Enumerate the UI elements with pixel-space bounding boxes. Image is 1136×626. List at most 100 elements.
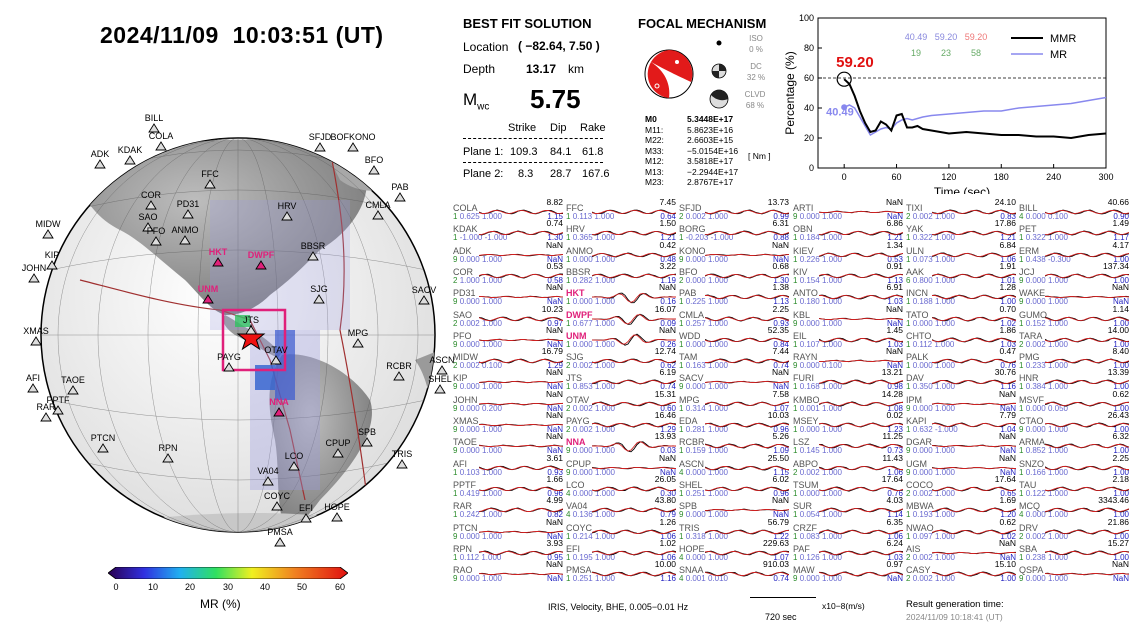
waveform-cell[interactable]: PMG 8.40 1 0.233 1.000 1.00 <box>1019 346 1129 373</box>
waveform-cell[interactable]: ABPO 11.43 2 0.002 1.000 1.06 <box>793 453 903 480</box>
station-triangle-icon[interactable] <box>347 142 359 152</box>
waveform-cell[interactable]: PFO NaN 9 0.000 1.000 NaN <box>453 325 563 352</box>
waveform-cell[interactable]: TARA 14.00 2 0.002 1.000 1.00 <box>1019 325 1129 352</box>
waveform-cell[interactable]: QSPA NaN 9 0.000 1.000 NaN <box>1019 559 1129 586</box>
waveform-cell[interactable]: HNR 13.39 1 0.384 1.000 1.00 <box>1019 367 1129 394</box>
waveform-cell[interactable]: CHTO 1.86 1 0.112 1.000 1.03 <box>906 325 1016 352</box>
waveform-cell[interactable]: TRIS 56.79 1 0.318 1.000 1.22 <box>679 517 789 544</box>
station-triangle-icon[interactable] <box>271 501 283 511</box>
waveform-cell[interactable]: COYC 1.26 1 0.214 1.000 1.06 <box>566 517 676 544</box>
station-triangle-icon[interactable] <box>204 179 216 189</box>
waveform-cell[interactable]: CMLA 2.25 1 0.257 1.000 0.93 <box>679 304 789 331</box>
station-triangle-icon[interactable] <box>46 260 58 270</box>
station-triangle-icon[interactable] <box>145 200 157 210</box>
station-triangle-icon[interactable] <box>434 384 446 394</box>
waveform-cell[interactable]: MSEY 0.02 1 0.000 1.000 1.23 <box>793 410 903 437</box>
waveform-cell[interactable]: HRV 1.50 1 0.365 1.000 1.21 <box>566 218 676 245</box>
station-triangle-icon[interactable] <box>368 165 380 175</box>
waveform-cell[interactable]: PD31 NaN 9 0.000 1.000 NaN <box>453 282 563 309</box>
station-triangle-icon[interactable] <box>155 141 167 151</box>
waveform-cell[interactable]: EDA 10.03 1 0.281 1.000 0.96 <box>679 410 789 437</box>
waveform-cell[interactable]: COCO 17.64 2 0.002 1.000 0.65 <box>906 474 1016 501</box>
station-triangle-icon[interactable] <box>307 251 319 261</box>
waveform-cell[interactable]: DAV 30.76 1 0.350 1.000 1.16 <box>906 367 1016 394</box>
station-triangle-icon[interactable] <box>281 211 293 221</box>
waveform-cell[interactable]: ANMO 0.42 1 0.000 1.000 0.48 <box>566 240 676 267</box>
waveform-cell[interactable]: ANTO 6.91 1 0.180 1.000 1.03 <box>793 282 903 309</box>
waveform-cell[interactable]: RAYN NaN 9 0.000 0.100 NaN <box>793 346 903 373</box>
waveform-cell[interactable]: SNZO 2.25 1 0.166 1.000 1.00 <box>1019 453 1129 480</box>
waveform-cell[interactable]: GUMO 1.14 1 0.152 1.000 1.00 <box>1019 304 1129 331</box>
waveform-cell[interactable]: KBL NaN 9 0.000 1.000 NaN <box>793 304 903 331</box>
waveform-cell[interactable]: LCO 26.05 4 0.000 1.000 0.30 <box>566 474 676 501</box>
waveform-cell[interactable]: TAM 7.44 1 0.163 1.000 0.74 <box>679 346 789 373</box>
station-triangle-icon[interactable] <box>314 142 326 152</box>
station-triangle-icon[interactable] <box>394 192 406 202</box>
waveform-cell[interactable]: RPN 3.93 1 0.112 1.000 0.95 <box>453 538 563 565</box>
station-triangle-icon[interactable] <box>30 336 42 346</box>
waveform-cell[interactable]: BFO 0.68 2 0.000 1.000 1.30 <box>679 261 789 288</box>
waveform-cell[interactable]: COR 0.53 2 1.000 1.000 0.58 <box>453 261 563 288</box>
waveform-cell[interactable]: TATO 0.70 1 0.000 1.000 1.02 <box>906 304 1016 331</box>
waveform-cell[interactable]: WAKE NaN 9 0.000 1.000 NaN <box>1019 282 1129 309</box>
station-triangle-icon[interactable] <box>372 210 384 220</box>
station-triangle-icon[interactable] <box>270 355 282 365</box>
waveform-cell[interactable]: ULN 6.84 1 0.073 1.000 1.06 <box>906 240 1016 267</box>
waveform-cell[interactable]: YAK 17.86 1 0.322 1.000 1.21 <box>906 218 1016 245</box>
waveform-cell[interactable]: TAU 2.18 1 0.122 1.000 1.00 <box>1019 474 1129 501</box>
waveform-cell[interactable]: HOPE 229.63 4 0.000 1.000 1.07 <box>679 538 789 565</box>
waveform-cell[interactable]: SHEL 6.02 1 0.251 1.000 0.96 <box>679 474 789 501</box>
globe-map[interactable]: BILL COLA ADK KDAK SFJD BOFKONO BFO FFC COR PD31 S… <box>20 80 460 560</box>
waveform-cell[interactable]: FFC 7.45 1 0.113 1.000 0.64 <box>566 197 676 224</box>
station-triangle-icon[interactable] <box>273 407 285 417</box>
waveform-cell[interactable]: CRZF 6.35 1 0.083 1.000 1.06 <box>793 517 903 544</box>
waveform-cell[interactable]: NNA 13.93 9 0.000 1.000 0.03 <box>566 431 676 458</box>
waveform-cell[interactable]: KONO NaN 9 0.000 1.000 NaN <box>679 240 789 267</box>
mr-time-chart[interactable]: 0 20 40 60 80 100 0 60 120 180 240 300 Time (sec) Per… <box>782 12 1122 194</box>
station-triangle-icon[interactable] <box>162 453 174 463</box>
waveform-cell[interactable]: CPUP NaN 9 0.000 1.000 NaN <box>566 453 676 480</box>
station-triangle-icon[interactable] <box>274 537 286 547</box>
waveform-cell[interactable]: PAYG 16.46 2 0.002 1.000 1.29 <box>566 410 676 437</box>
waveform-cell[interactable]: TSUM 17.64 1 0.000 1.000 0.76 <box>793 474 903 501</box>
station-triangle-icon[interactable] <box>42 229 54 239</box>
waveform-cell[interactable]: PAF 6.24 1 0.126 1.000 1.03 <box>793 538 903 565</box>
waveform-cell[interactable]: MCQ 3343.46 4 0.000 1.000 1.00 <box>1019 495 1129 522</box>
waveform-cell[interactable]: BBSR 3.22 1 0.282 1.000 1.19 <box>566 261 676 288</box>
waveform-cell[interactable]: MPG 7.58 1 0.314 1.000 1.07 <box>679 389 789 416</box>
waveform-cell[interactable]: KMBO 14.28 1 0.001 1.000 1.08 <box>793 389 903 416</box>
waveform-cell[interactable]: PALK 0.47 1 0.000 1.000 0.76 <box>906 346 1016 373</box>
waveform-cell[interactable]: SNAA 910.03 4 0.001 0.010 0.74 <box>679 559 789 586</box>
waveform-cell[interactable]: SJG 12.74 2 0.002 1.000 0.62 <box>566 346 676 373</box>
waveform-cell[interactable]: UNM NaN 1 0.000 1.000 0.26 <box>566 325 676 352</box>
station-triangle-icon[interactable] <box>313 294 325 304</box>
waveform-cell[interactable]: PMSA 10.00 1 0.251 1.000 1.16 <box>566 559 676 586</box>
waveform-cell[interactable]: SAO 10.23 2 0.002 1.000 0.97 <box>453 304 563 331</box>
waveform-cell[interactable]: WDD 52.35 1 0.000 1.000 0.84 <box>679 325 789 352</box>
waveform-cell[interactable]: MBWA 1.69 1 0.193 1.000 1.20 <box>906 495 1016 522</box>
waveform-cell[interactable]: SACV NaN 9 0.000 1.000 NaN <box>679 367 789 394</box>
waveform-cell[interactable]: PTCN NaN 9 0.000 1.000 NaN <box>453 517 563 544</box>
waveform-cell[interactable]: TIXI 24.10 2 0.002 1.000 0.83 <box>906 197 1016 224</box>
station-triangle-icon[interactable] <box>179 235 191 245</box>
waveform-cell[interactable]: KIEV 1.34 1 0.226 1.000 0.53 <box>793 240 903 267</box>
station-triangle-icon[interactable] <box>67 385 79 395</box>
waveform-cell[interactable]: OBN 6.86 1 0.184 1.000 1.21 <box>793 218 903 245</box>
waveform-cell[interactable]: RAR 4.99 1 0.242 1.000 0.82 <box>453 495 563 522</box>
waveform-cell[interactable]: SBA 15.27 1 0.238 1.000 1.00 <box>1019 538 1129 565</box>
waveform-cell[interactable]: EIL 1.45 1 0.107 1.000 1.03 <box>793 325 903 352</box>
waveform-cell[interactable]: JOHN NaN 9 0.000 0.200 NaN <box>453 389 563 416</box>
waveform-cell[interactable]: CTAO 26.43 9 0.000 1.000 1.00 <box>1019 410 1129 437</box>
station-triangle-icon[interactable] <box>223 362 235 372</box>
waveform-cell[interactable]: FURI 13.21 1 0.168 1.000 0.98 <box>793 367 903 394</box>
station-triangle-icon[interactable] <box>94 159 106 169</box>
waveform-cell[interactable]: KIP NaN 9 0.000 1.000 NaN <box>453 367 563 394</box>
station-triangle-icon[interactable] <box>262 476 274 486</box>
station-triangle-icon[interactable] <box>202 294 214 304</box>
waveform-cell[interactable]: JCJ 137.34 9 0.000 1.000 1.00 <box>1019 261 1129 288</box>
waveform-cell[interactable]: JTS 6.19 1 0.853 1.000 0.74 <box>566 367 676 394</box>
waveform-cell[interactable]: ARMA 6.32 1 0.852 1.000 1.00 <box>1019 431 1129 458</box>
waveform-cell[interactable]: DRV 21.86 2 0.002 1.000 1.00 <box>1019 517 1129 544</box>
station-triangle-icon[interactable] <box>331 512 343 522</box>
waveform-cell[interactable]: KIV 0.91 1 0.154 1.000 1.13 <box>793 261 903 288</box>
